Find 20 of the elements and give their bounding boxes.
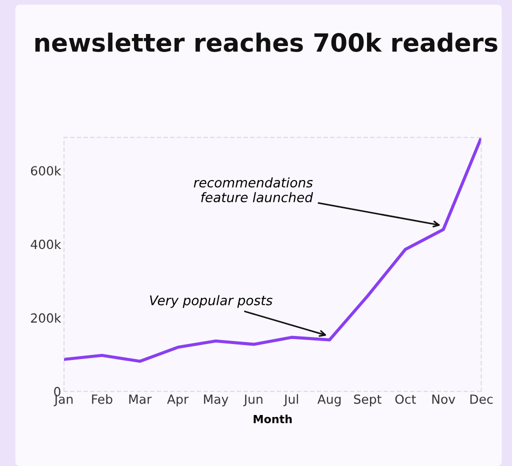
x-tick-label: Dec xyxy=(470,394,493,404)
x-tick-label: Oct xyxy=(395,394,416,404)
x-tick-label: Jun xyxy=(243,394,262,406)
x-tick-label: Jan xyxy=(54,394,73,406)
x-tick-label: Aug xyxy=(317,394,341,406)
x-axis-title: Month xyxy=(254,414,292,424)
x-tick-label: May xyxy=(204,394,228,406)
y-tick-label: 400k xyxy=(30,239,62,250)
annotation: recommendations feature launched xyxy=(194,177,314,202)
x-tick-label: Sept xyxy=(354,394,382,406)
x-tick-label: Apr xyxy=(167,394,189,406)
y-tick-label: 600k xyxy=(31,166,62,176)
y-tick-label: 0 xyxy=(54,386,60,396)
x-tick-label: Mar xyxy=(129,394,152,404)
x-tick-label: Feb xyxy=(92,394,112,404)
x-tick-label: Jul xyxy=(283,394,298,406)
chart-title: newsletter reaches 700k readers xyxy=(35,32,498,52)
x-tick-label: Nov xyxy=(432,394,456,404)
annotation: Very popular posts xyxy=(150,295,272,308)
y-tick-label: 200k xyxy=(31,313,62,323)
